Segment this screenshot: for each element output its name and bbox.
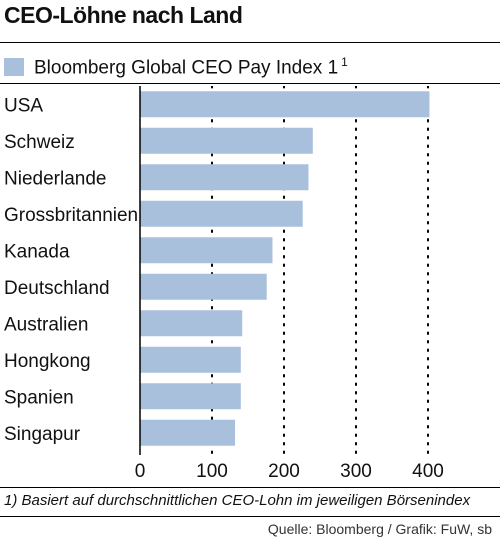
bar — [140, 273, 267, 300]
category-label: USA — [4, 95, 43, 116]
bar-chart: USA Schweiz Niederlande Grossbritannien Kana… — [4, 86, 444, 482]
tick-label: 0 — [135, 461, 146, 482]
tick-label: 100 — [196, 461, 228, 482]
category-label: Grossbritannien — [4, 205, 138, 226]
category-label: Kanada — [4, 241, 70, 262]
footnote: 1) Basiert auf durchschnittlichen CEO-Lo… — [4, 492, 471, 509]
bar — [140, 346, 241, 373]
footnote-rule — [0, 487, 500, 488]
bar — [140, 164, 309, 191]
category-label: Hongkong — [4, 351, 91, 372]
bar — [140, 200, 303, 227]
tick-label: 200 — [268, 461, 300, 482]
legend-sup: 1 — [341, 54, 348, 69]
bar — [140, 91, 430, 118]
category-label: Deutschland — [4, 278, 110, 299]
legend-label: Bloomberg Global CEO Pay Index 1 — [34, 57, 339, 79]
bar — [140, 419, 236, 446]
category-label: Australien — [4, 314, 89, 335]
source-rule — [0, 516, 500, 517]
source-credit: Quelle: Bloomberg / Grafik: FuW, sb — [267, 521, 492, 537]
legend-rule — [0, 83, 500, 84]
category-label: Schweiz — [4, 132, 75, 153]
category-label: Spanien — [4, 387, 74, 408]
chart-title: CEO-Löhne nach Land — [4, 2, 243, 28]
bar — [140, 127, 313, 154]
title-rule — [0, 42, 500, 43]
category-label: Niederlande — [4, 168, 106, 189]
bar — [140, 237, 273, 264]
tick-label: 300 — [340, 461, 372, 482]
bar — [140, 310, 243, 337]
legend-swatch — [4, 58, 24, 76]
bar — [140, 383, 241, 410]
tick-label: 400 — [412, 461, 444, 482]
category-label: Singapur — [4, 424, 81, 445]
